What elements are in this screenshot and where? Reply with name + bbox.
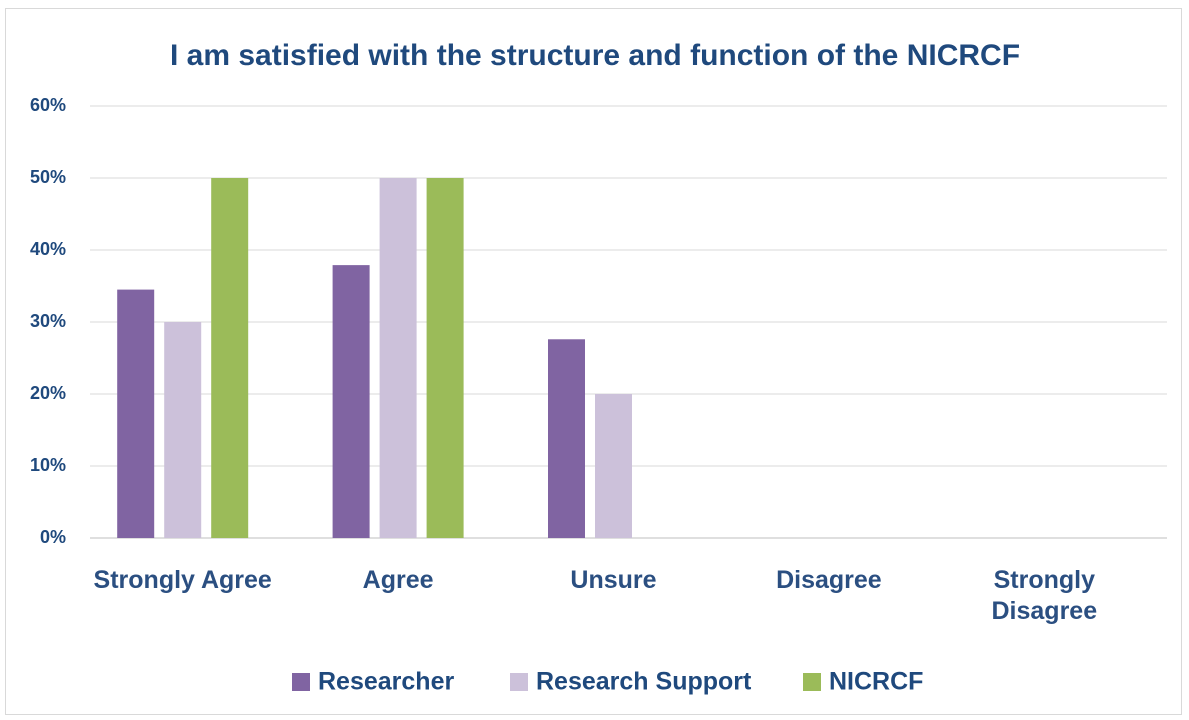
legend-label: NICRCF	[829, 668, 923, 696]
chart-border	[5, 8, 1182, 715]
legend-label: Research Support	[536, 668, 752, 696]
bar	[379, 178, 417, 538]
bar	[548, 339, 585, 538]
bar	[164, 322, 202, 538]
legend-label: Researcher	[318, 668, 454, 696]
legend-swatch	[803, 673, 821, 691]
x-tick-label: Strongly Agree	[93, 566, 272, 594]
x-tick-label: Agree	[362, 566, 434, 594]
chart-title: I am satisfied with the structure and fu…	[170, 39, 1020, 72]
y-tick-label: 30%	[30, 311, 66, 331]
y-tick-label: 0%	[40, 527, 66, 547]
y-tick-label: 60%	[30, 95, 66, 115]
x-tick-label: Strongly Disagree	[991, 566, 1098, 625]
bar	[211, 178, 249, 538]
bar	[426, 178, 464, 538]
legend-swatch	[510, 673, 528, 691]
x-tick-label: Unsure	[570, 566, 657, 594]
bar	[117, 289, 155, 538]
y-tick-label: 20%	[30, 383, 66, 403]
bar	[595, 394, 632, 538]
x-tick-label: Disagree	[776, 566, 882, 594]
legend-swatch	[292, 673, 310, 691]
bar	[332, 265, 370, 538]
y-tick-label: 50%	[30, 167, 66, 187]
y-tick-label: 10%	[30, 455, 66, 475]
y-tick-label: 40%	[30, 239, 66, 259]
